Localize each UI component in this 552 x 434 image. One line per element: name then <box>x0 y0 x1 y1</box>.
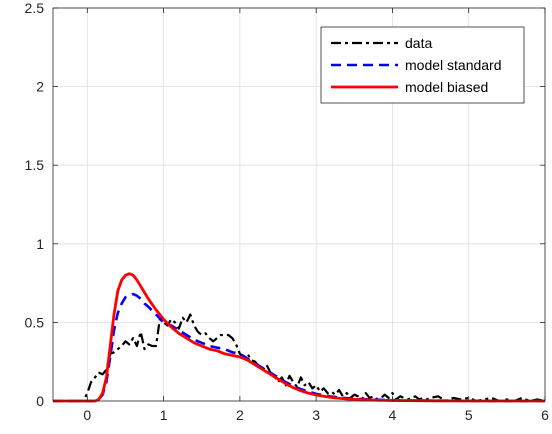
legend-label: model standard <box>405 57 502 73</box>
x-tick-label: 3 <box>312 407 320 423</box>
legend-label: data <box>405 35 432 51</box>
x-tick-label: 2 <box>236 407 244 423</box>
series-line-model-biased <box>53 272 545 403</box>
ticks: 0 1 2 3 4 5 6 0 0.5 1 1.5 2 2.5 <box>25 0 550 423</box>
y-tick-label: 1.5 <box>25 157 45 173</box>
y-tick-label: 0 <box>36 393 44 409</box>
x-tick-label: 4 <box>389 407 397 423</box>
x-tick-label: 5 <box>465 407 473 423</box>
x-tick-label: 0 <box>83 407 91 423</box>
y-tick-label: 0.5 <box>25 314 45 330</box>
y-tick-label: 2 <box>36 79 44 95</box>
x-tick-label: 6 <box>541 407 549 423</box>
axes-box <box>52 7 546 402</box>
legend: data model standard model biased <box>320 26 525 104</box>
y-tick-label: 1 <box>36 236 44 252</box>
x-tick-label: 1 <box>160 407 168 423</box>
series-line-data <box>53 313 546 403</box>
y-tick-label: 2.5 <box>25 0 45 16</box>
series-layer <box>53 272 546 403</box>
legend-label: model biased <box>405 79 488 95</box>
